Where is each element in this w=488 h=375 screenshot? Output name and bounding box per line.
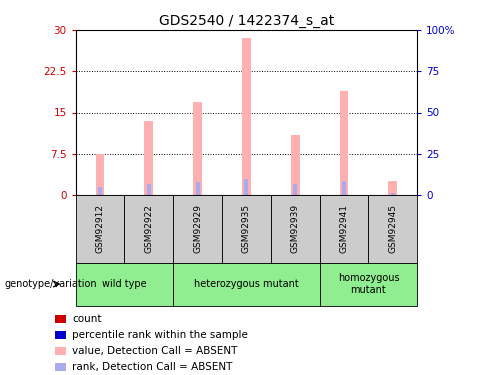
Text: genotype/variation: genotype/variation	[5, 279, 98, 289]
Bar	[388, 181, 397, 195]
Bar	[55, 363, 66, 371]
Bar	[193, 102, 202, 195]
Text: percentile rank within the sample: percentile rank within the sample	[72, 330, 248, 340]
Bar	[342, 181, 346, 195]
Bar	[340, 90, 348, 195]
Text: rank, Detection Call = ABSENT: rank, Detection Call = ABSENT	[72, 362, 232, 372]
Text: GSM92941: GSM92941	[340, 204, 348, 253]
Bar	[55, 331, 66, 339]
Bar	[271, 195, 320, 262]
Text: heterozygous mutant: heterozygous mutant	[194, 279, 299, 289]
Text: homozygous
mutant: homozygous mutant	[338, 273, 399, 295]
Text: value, Detection Call = ABSENT: value, Detection Call = ABSENT	[72, 346, 237, 356]
Text: GSM92912: GSM92912	[96, 204, 104, 253]
Bar	[293, 184, 297, 195]
Text: GSM92939: GSM92939	[291, 204, 300, 254]
Text: GSM92945: GSM92945	[388, 204, 397, 253]
Text: wild type: wild type	[102, 279, 147, 289]
Bar	[244, 179, 248, 195]
Title: GDS2540 / 1422374_s_at: GDS2540 / 1422374_s_at	[159, 13, 334, 28]
Bar	[76, 262, 173, 306]
Bar	[173, 195, 222, 262]
Bar	[55, 346, 66, 355]
Bar	[222, 195, 271, 262]
Bar	[124, 195, 173, 262]
Bar	[144, 121, 153, 195]
Bar	[391, 192, 395, 195]
Bar	[320, 262, 417, 306]
Bar	[368, 195, 417, 262]
Text: count: count	[72, 314, 102, 324]
Bar	[76, 195, 124, 262]
Text: GSM92935: GSM92935	[242, 204, 251, 254]
Bar	[291, 135, 300, 195]
Text: GSM92929: GSM92929	[193, 204, 202, 253]
Bar	[242, 38, 251, 195]
Bar	[173, 262, 320, 306]
Bar	[98, 187, 102, 195]
Bar	[196, 182, 200, 195]
Bar	[147, 184, 151, 195]
Bar	[55, 315, 66, 323]
Text: GSM92922: GSM92922	[144, 204, 153, 253]
Bar	[96, 154, 104, 195]
Bar	[320, 195, 368, 262]
